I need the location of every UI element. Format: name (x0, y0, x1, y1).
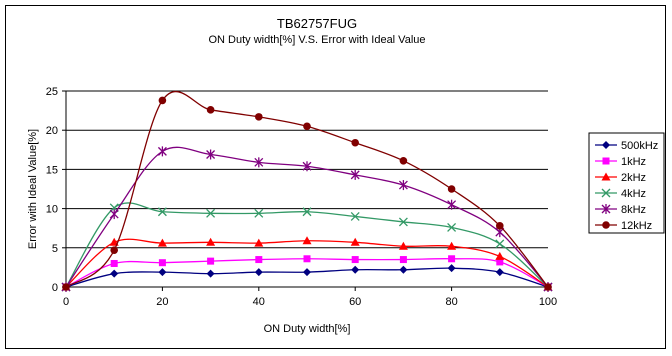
data-point (254, 238, 264, 247)
data-point (110, 259, 118, 267)
data-point (495, 268, 504, 277)
data-point (350, 211, 360, 221)
legend-marker (601, 204, 611, 214)
data-point (158, 96, 167, 105)
data-point (398, 180, 408, 191)
x-tick-label: 20 (156, 296, 168, 308)
y-tick-label: 0 (52, 282, 58, 294)
data-point (206, 106, 215, 114)
x-tick-labels: 0 20 40 60 80 100 (63, 296, 557, 308)
data-point (206, 208, 216, 218)
series-line (65, 91, 549, 288)
data-point (351, 256, 359, 264)
data-point (351, 265, 360, 274)
x-tick-label: 40 (253, 296, 265, 308)
data-point (157, 146, 167, 157)
data-point (254, 157, 264, 168)
data-point (157, 238, 167, 247)
series-layer (61, 91, 553, 292)
y-tick-label: 5 (52, 243, 58, 255)
legend-item: 1kHz (595, 156, 646, 168)
x-tick-label: 80 (445, 296, 457, 308)
y-tick-label: 10 (46, 204, 58, 216)
y-tick-label: 15 (46, 164, 58, 176)
data-point (254, 208, 264, 218)
data-point (206, 269, 215, 278)
data-point (495, 239, 505, 249)
legend-box (588, 132, 665, 234)
data-point (399, 256, 407, 264)
chart-svg: TB62757FUG ON Duty width[%] V.S. Error w… (27, 16, 665, 335)
data-point (496, 258, 504, 266)
legend-label: 500kHz (621, 140, 658, 152)
data-point (399, 265, 408, 274)
data-point (302, 161, 312, 172)
series-12kHz (62, 91, 552, 291)
data-point (302, 207, 312, 217)
data-point (447, 222, 457, 232)
legend-item: 12kHz (595, 220, 652, 232)
x-tick-label: 100 (539, 296, 557, 308)
x-tick-label: 0 (63, 296, 69, 308)
data-point (158, 259, 166, 267)
data-point (110, 246, 118, 254)
data-point (448, 255, 456, 263)
data-point (447, 264, 456, 273)
data-point (399, 156, 408, 165)
legend-marker (602, 221, 610, 229)
legend-label: 4kHz (621, 188, 646, 200)
data-point (255, 256, 263, 264)
legend-item: 2kHz (595, 172, 646, 184)
data-point (303, 268, 311, 277)
y-axis-label: Error with Ideal Value[%] (27, 129, 39, 249)
data-point (158, 268, 167, 277)
legend-marker (601, 188, 611, 198)
legend-marker (602, 141, 610, 149)
chart-subtitle: ON Duty width[%] V.S. Error with Ideal V… (208, 34, 425, 46)
legend-item: 4kHz (595, 188, 646, 200)
data-point (447, 199, 457, 210)
y-tick-labels: 0 5 10 15 20 25 (46, 86, 58, 294)
data-point (206, 237, 216, 246)
legend-label: 1kHz (621, 156, 646, 168)
data-point (303, 122, 311, 131)
data-point (206, 149, 216, 160)
legend-marker (602, 157, 610, 165)
legend-item: 500kHz (595, 140, 658, 152)
data-point (398, 241, 408, 250)
data-point (350, 169, 360, 180)
legend-item: 8kHz (595, 204, 646, 216)
legend-marker (601, 172, 611, 181)
data-point (495, 251, 505, 260)
data-point (207, 257, 215, 265)
data-point (62, 283, 70, 291)
data-point (351, 138, 360, 147)
data-point (109, 209, 119, 220)
data-point (110, 269, 119, 278)
legend: 500kHz 1kHz 2kHz 4kHz 8kHz 12kHz (595, 140, 658, 232)
chart-frame: TB62757FUG ON Duty width[%] V.S. Error w… (5, 5, 666, 349)
data-point (302, 236, 312, 245)
data-point (157, 207, 167, 217)
axes (62, 90, 549, 291)
data-point (447, 185, 456, 193)
data-point (447, 241, 457, 250)
x-tick-label: 60 (349, 296, 361, 308)
data-point (303, 255, 311, 263)
data-point (544, 283, 552, 291)
chart-title: TB62757FUG (277, 16, 357, 31)
data-point (496, 222, 504, 230)
data-point (350, 237, 360, 246)
legend-label: 2kHz (621, 172, 646, 184)
data-point (398, 217, 408, 227)
legend-label: 12kHz (621, 220, 652, 232)
x-axis-label: ON Duty width[%] (264, 323, 351, 335)
y-tick-label: 25 (46, 86, 58, 98)
legend-label: 8kHz (621, 204, 646, 216)
y-tick-label: 20 (46, 125, 58, 137)
data-point (255, 113, 263, 121)
